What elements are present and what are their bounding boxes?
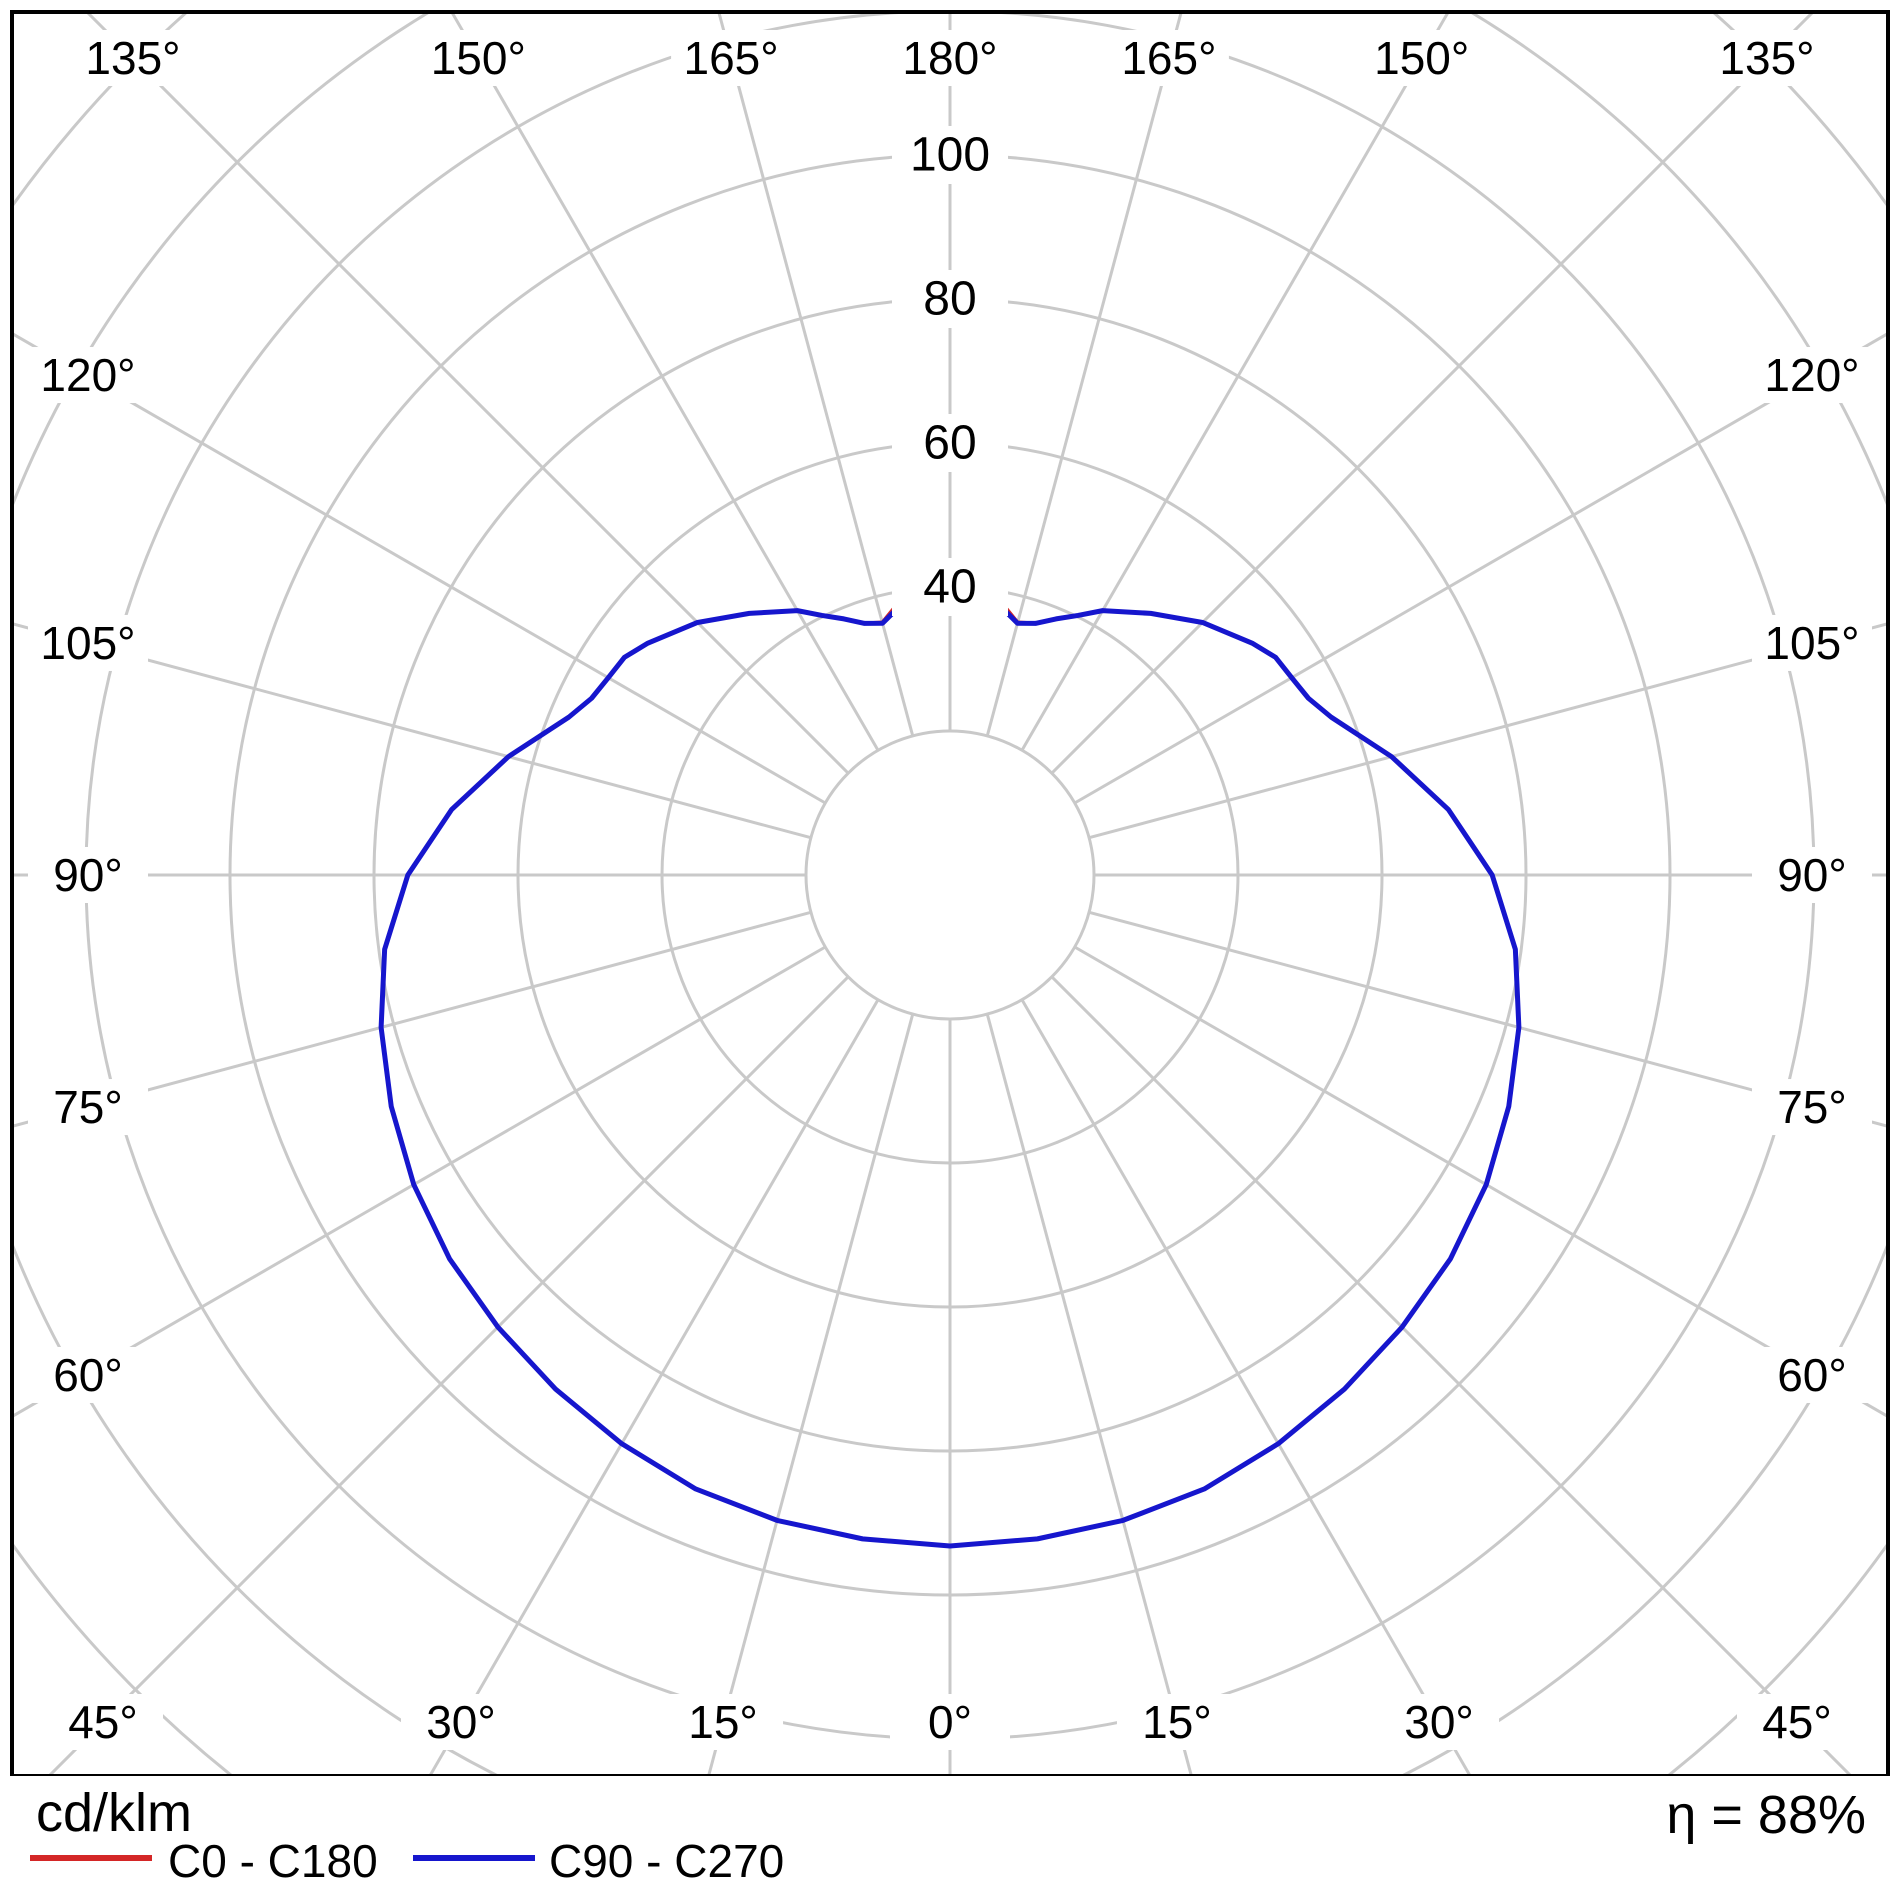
radial-label-bg xyxy=(892,558,1008,616)
angle-tick-label: 30° xyxy=(426,1696,496,1748)
angle-tick-labels: 0° 15° 15° 30° 30° 45° 45° 60° 60° 75° 75° 90° 90° 10… xyxy=(28,30,1872,1750)
grid-radial-line xyxy=(429,998,880,1774)
angle-tick-label: 75° xyxy=(53,1081,123,1133)
grid-radial-line xyxy=(717,14,915,737)
radial-tick-label: 80 xyxy=(923,273,976,326)
angle-label-bg xyxy=(1108,30,1229,86)
legend-swatch-c0-c180 xyxy=(30,1855,152,1861)
angle-label-bg xyxy=(1116,1694,1237,1750)
angle-label-bg xyxy=(73,30,193,86)
angle-tick-label: 30° xyxy=(1404,1696,1474,1748)
angle-label-bg xyxy=(1737,1694,1857,1750)
angle-tick-label: 135° xyxy=(1719,32,1814,84)
angle-label-bg xyxy=(1752,614,1872,671)
angle-label-bg xyxy=(43,1694,163,1750)
grid-radial-line xyxy=(451,14,880,752)
angle-label-bg xyxy=(1752,347,1872,404)
grid-radial-line xyxy=(1020,998,1471,1774)
angle-tick-label: 60° xyxy=(53,1349,123,1401)
radial-tick-label: 100 xyxy=(910,129,990,182)
angle-label-bg xyxy=(1361,30,1482,86)
radial-label-bg xyxy=(892,414,1008,472)
grid-radial-line xyxy=(1088,910,1886,1128)
angle-tick-label: 180° xyxy=(902,32,997,84)
grid-radial-line xyxy=(707,1013,915,1774)
grid-radial-line xyxy=(1073,945,1886,1418)
legend-label-c0-c180: C0 - C180 xyxy=(168,1835,378,1887)
angle-label-bg xyxy=(1379,1694,1500,1750)
angle-label-bg xyxy=(1707,30,1827,86)
radial-tick-labels: 40 60 80 100 xyxy=(892,126,1008,616)
angle-label-bg xyxy=(890,30,1010,86)
angle-tick-label: 15° xyxy=(1142,1696,1212,1748)
angle-tick-label: 120° xyxy=(1764,349,1859,401)
angle-tick-label: 90° xyxy=(53,849,123,901)
angle-label-bg xyxy=(418,30,539,86)
angle-label-bg xyxy=(28,1079,148,1136)
grid-radial-line xyxy=(985,14,1183,737)
efficiency-value: η = 88% xyxy=(1666,1785,1866,1845)
grid-radial-line xyxy=(1073,332,1886,805)
angle-tick-label: 165° xyxy=(684,32,779,84)
legend-label-c90-c270: C90 - C270 xyxy=(549,1835,785,1887)
grid-radial-line xyxy=(14,622,812,840)
grid-radial-line xyxy=(1088,622,1886,840)
angle-tick-label: 45° xyxy=(1762,1696,1832,1748)
angle-tick-label: 75° xyxy=(1777,1081,1847,1133)
angle-tick-label: 150° xyxy=(1374,32,1469,84)
angle-tick-label: 105° xyxy=(40,617,135,669)
angle-tick-label: 60° xyxy=(1777,1349,1847,1401)
grid-radial-line xyxy=(985,1013,1193,1774)
angle-label-bg xyxy=(28,1346,148,1403)
angle-tick-label: 15° xyxy=(688,1696,758,1748)
angle-tick-label: 135° xyxy=(85,32,180,84)
grid-radial-line xyxy=(14,910,812,1128)
angle-label-bg xyxy=(671,30,792,86)
radial-unit-label: cd/klm xyxy=(36,1783,193,1843)
angle-label-bg xyxy=(1752,1079,1872,1136)
grid-ring xyxy=(804,729,1096,1021)
angle-label-bg xyxy=(663,1694,784,1750)
angle-tick-label: 105° xyxy=(1764,617,1859,669)
angle-label-bg xyxy=(400,1694,521,1750)
angle-tick-label: 150° xyxy=(431,32,526,84)
angle-tick-label: 90° xyxy=(1777,849,1847,901)
radial-label-bg xyxy=(892,126,1008,184)
radial-tick-label: 40 xyxy=(923,561,976,614)
grid-radial-line xyxy=(14,945,827,1418)
angle-label-bg xyxy=(28,347,148,404)
angle-label-bg xyxy=(890,1694,1010,1750)
angle-tick-label: 0° xyxy=(928,1696,972,1748)
angle-tick-label: 45° xyxy=(68,1696,138,1748)
chart-footer: cd/klm η = 88% C0 - C180 C90 - C270 xyxy=(0,1776,1900,1900)
grid-radial-line xyxy=(14,332,827,805)
legend-swatch-c90-c270 xyxy=(413,1855,535,1861)
radial-label-bg xyxy=(892,270,1008,328)
angle-label-bg xyxy=(28,614,148,671)
grid-radial-line xyxy=(1020,14,1449,752)
angle-label-bg xyxy=(1752,1346,1872,1403)
angle-tick-label: 165° xyxy=(1121,32,1216,84)
angle-label-bg xyxy=(28,847,148,903)
angle-label-bg xyxy=(1752,847,1872,903)
radial-tick-label: 60 xyxy=(923,417,976,470)
angle-tick-label: 120° xyxy=(40,349,135,401)
